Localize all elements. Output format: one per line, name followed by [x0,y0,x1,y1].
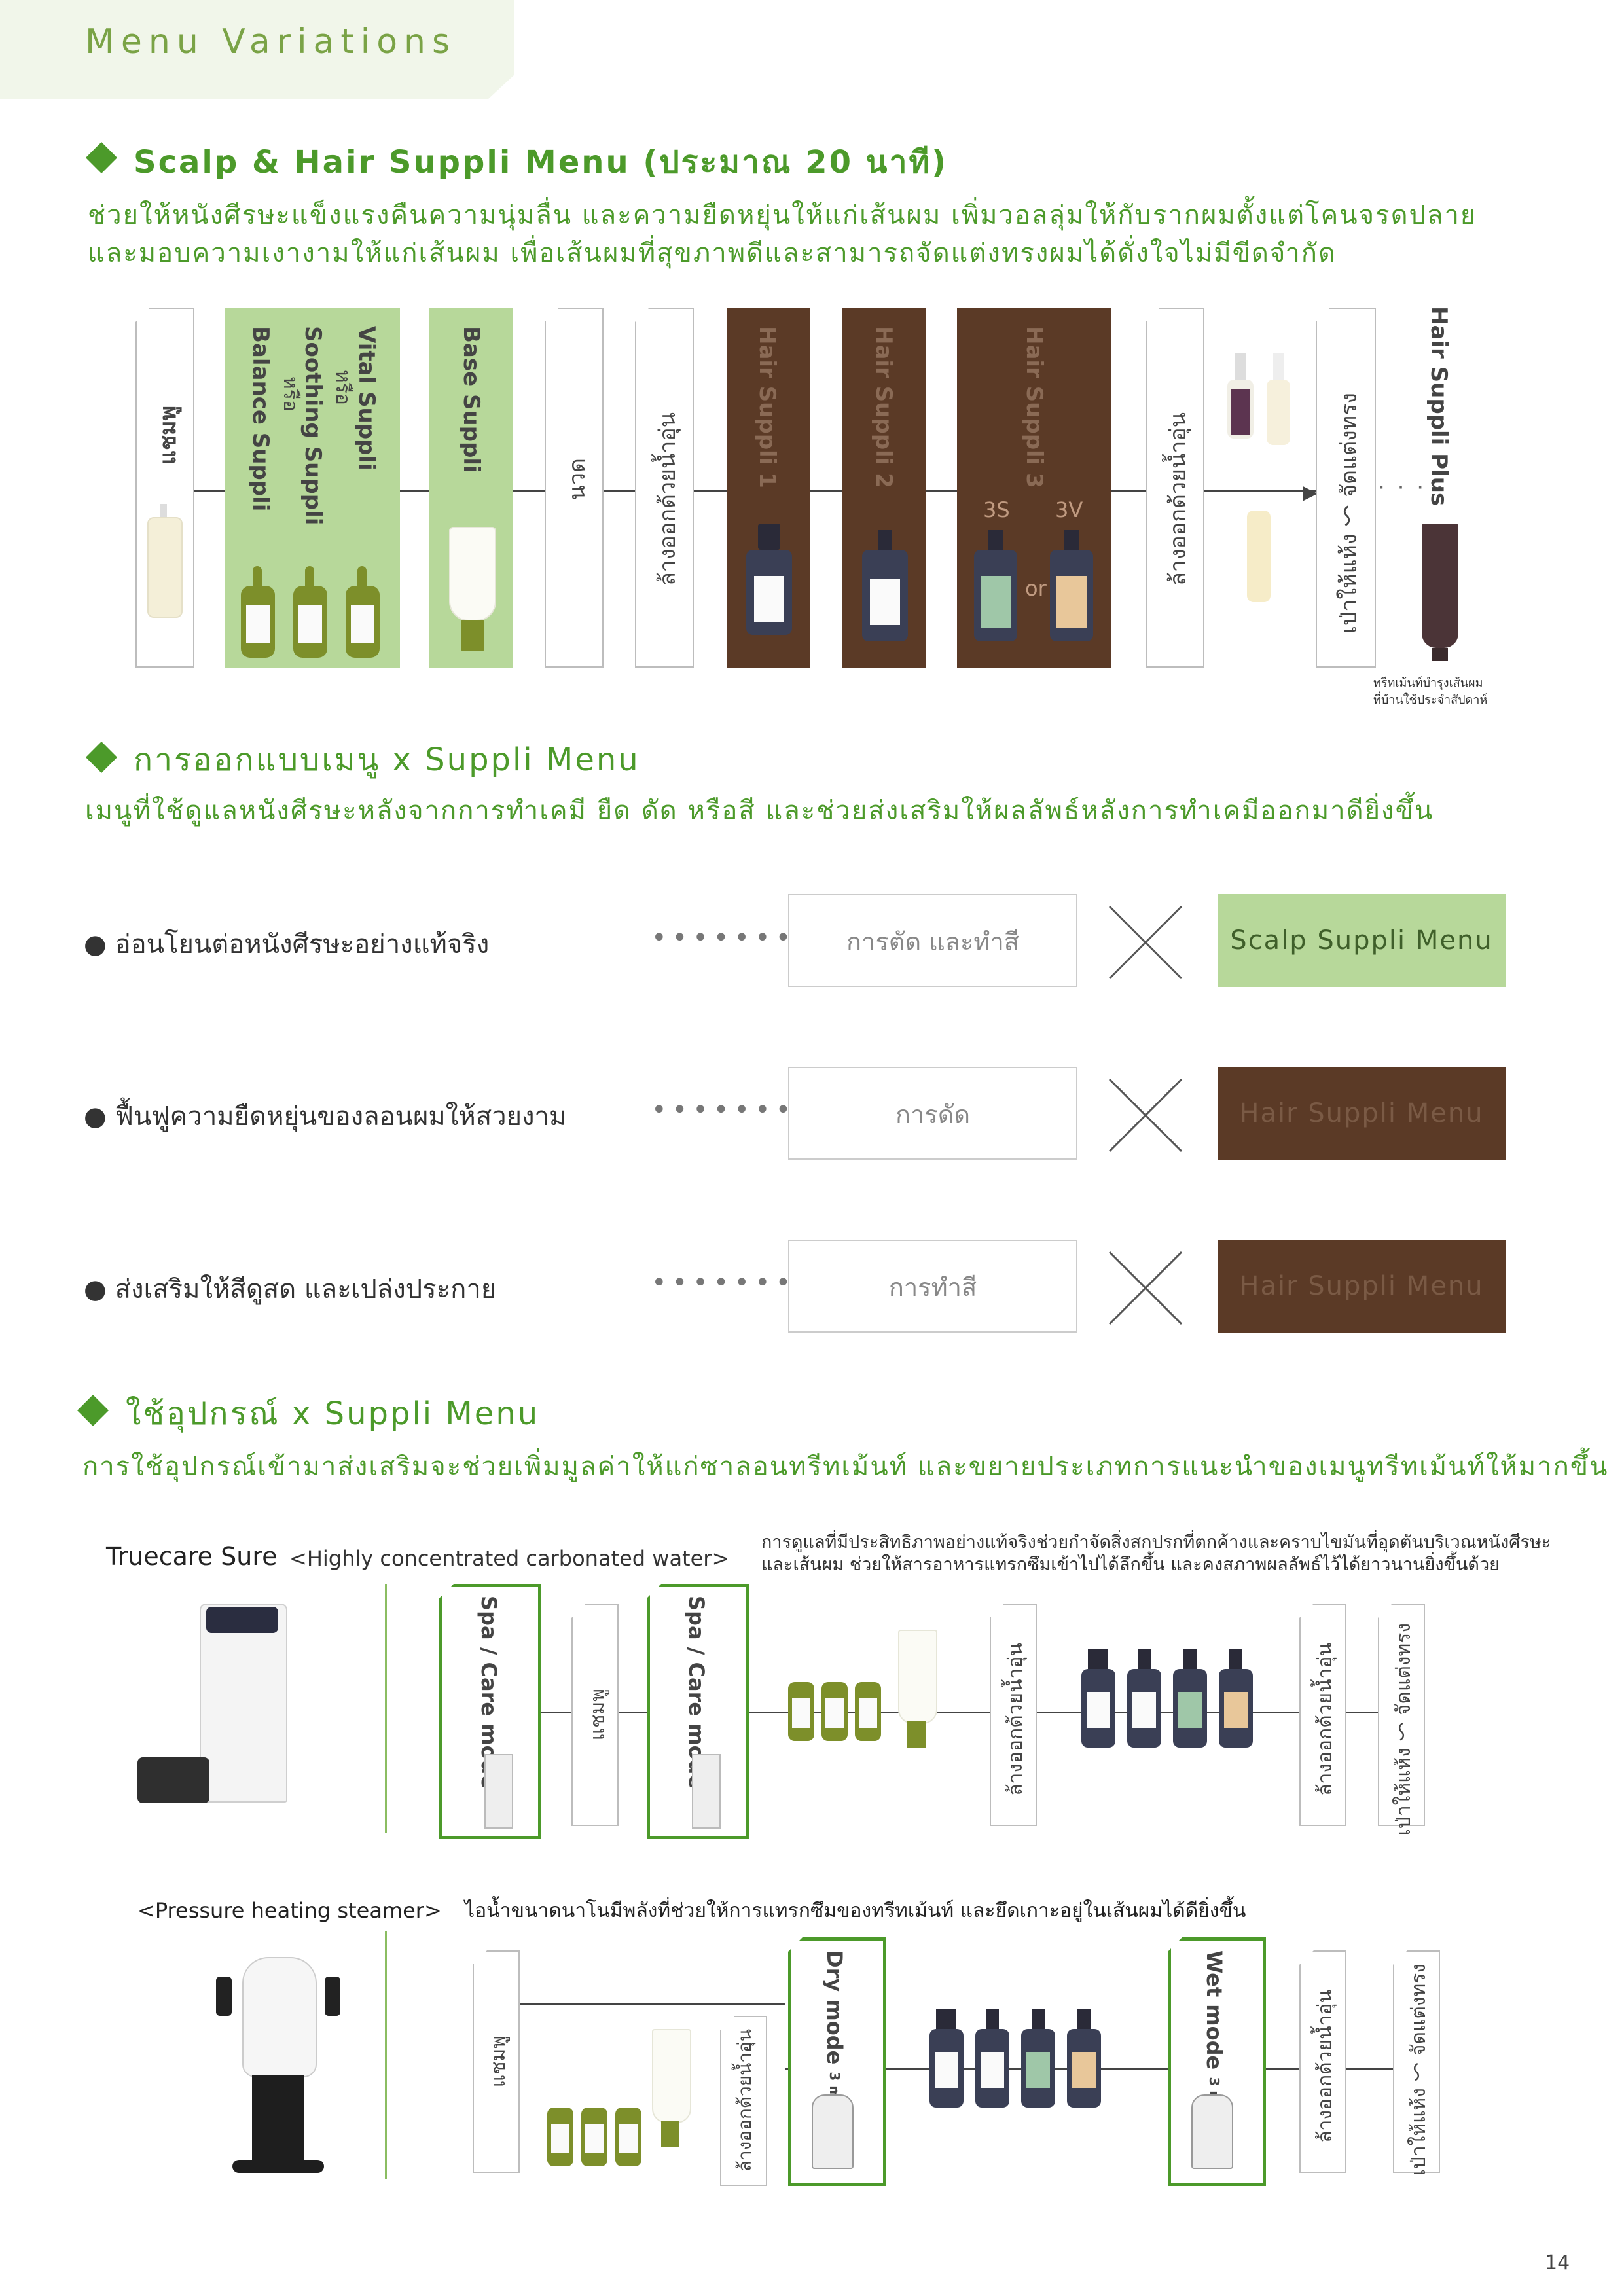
row2-bullet-text: ฟื้นฟูความยืดหยุ่นของลอนผมให้สวยงาม [115,1102,567,1132]
truecare-name: Truecare Sure [106,1542,278,1571]
truecare-mini-icon [484,1754,513,1829]
step-rinse2-label: ล้างออกด้วยน้ำอุ่น [1165,412,1191,586]
step-dry [1316,308,1376,668]
multiply-icon [1108,905,1183,980]
steamer-stand [252,2075,304,2166]
plus-note-1: ทรีทเม้นท์บำรุงเส้นผม [1373,676,1483,690]
step-dry-label: เป่าให้แห้ง ～ จัดแต่งทรง [1336,393,1362,634]
steamer-rinse1-label: ล้างออกด้วยน้ำอุ่น [734,2029,755,2172]
steamer-shampoo-label: แชมพู [487,2036,510,2088]
truecare-sub: <Highly concentrated carbonated water> [289,1546,730,1571]
steamer-arm-left [216,1977,232,2016]
steamer-dry-label: เป่าให้แห้ง ～ จัดแต่งทรง [1407,1964,1430,2176]
steamer-mini-icon [1191,2094,1233,2169]
section2-title: การออกแบบเมนู x Suppli Menu [134,742,640,778]
truecare-rinse1-label: ล้างออกด้วยน้ำอุ่น [1004,1643,1027,1796]
multiply-icon [1108,1251,1183,1325]
steamer-flow-line-top [497,2003,785,2005]
steamer-base [232,2160,324,2173]
divider-line [385,1584,387,1833]
row2-dots: ••••••• [651,1095,797,1125]
truecare-rinse2-card [1299,1604,1346,1826]
diamond-icon [85,141,118,174]
section1-desc-line1: ช่วยให้หนังศีรษะแข็งแรงคืนความนุ่มลื่น แ… [88,200,1477,230]
row2-bullet: ● ฟื้นฟูความยืดหยุ่นของลอนผมให้สวยงาม [84,1102,567,1132]
label-3v: 3V [1055,497,1083,522]
dots-icon: · · · · [1378,475,1446,501]
truecare-shampoo-label: แชมพู [586,1689,609,1741]
row1-dots: ••••••• [651,923,797,953]
row1-bullet-text: อ่อนโยนต่อหนังศีรษะอย่างแท้จริง [115,929,490,960]
multiply-icon [1108,1078,1183,1153]
step-vital-label: Vital Suppli [353,326,380,471]
plus-note-2: ที่บ้านใช้ประจำสัปดาห์ [1373,693,1488,707]
truecare-rinse2-label: ล้างออกด้วยน้ำอุ่น [1314,1643,1337,1796]
page-number: 14 [1545,2251,1570,2274]
step-base-label: Base Suppli [458,326,484,473]
row3-bullet-text: ส่งเสริมให้สีดูสด และเปล่งประกาย [115,1274,497,1304]
truecare-machine-top [206,1607,278,1633]
step-or1-label: หรือ [331,370,354,405]
row2-service: การดัด [788,1067,1077,1160]
divider-line [385,1931,387,2179]
row3-menu: Hair Suppli Menu [1218,1240,1506,1333]
header-tab [0,0,514,99]
section1-desc-line2: และมอบความเงางามให้แก่เส้นผม เพื่อเส้นผม… [88,238,1337,268]
foot-pedal-image [137,1757,209,1803]
truecare-machine-image [200,1604,287,1803]
steamer-note: ไอน้ำขนาดนาโนมีพลังที่ช่วยให้การแทรกซึมข… [465,1899,1246,1922]
row1-menu: Scalp Suppli Menu [1218,894,1506,987]
steamer-arm-right [325,1977,340,2016]
truecare-note-2: และเส้นผม ช่วยให้สารอาหารแทรกซึมเข้าไปได… [761,1554,1500,1575]
steamer-image [242,1957,317,2077]
row1-bullet: ● อ่อนโยนต่อหนังศีรษะอย่างแท้จริง [84,929,490,960]
steamer-rinse1-card [720,2016,767,2186]
step-plus-label: Hair Suppli Plus [1426,306,1452,507]
row3-dots: ••••••• [651,1268,797,1298]
step-hair3-label: Hair Suppli 3 [1021,326,1047,488]
truecare-note-1: การดูแลที่มีประสิทธิภาพอย่างแท้จริงช่วยก… [761,1532,1551,1552]
page-title: Menu Variations [85,22,457,62]
diamond-icon [77,1394,109,1427]
step-rinse1 [635,308,694,668]
steamer-mini-icon [812,2094,854,2169]
section3-desc: การใช้อุปกรณ์เข้ามาส่งเสริมจะช่วยเพิ่มมู… [82,1452,1609,1482]
steamer-dry-card [1393,1950,1440,2173]
section1-title: Scalp & Hair Suppli Menu (ประมาณ 20 นาที… [134,144,948,181]
label-or: or [1025,576,1047,601]
step-soothing-label: Soothing Suppli [300,326,326,526]
truecare-rinse1-card [990,1604,1037,1826]
step-massage-label: นวด [564,458,590,501]
steamer-drymode-text: Dry mode [822,1950,847,2065]
steamer-shampoo-card [473,1950,520,2173]
step-hair1-label: Hair Suppli 1 [754,326,780,488]
section3-title: ใช้อุปกรณ์ x Suppli Menu [126,1395,540,1432]
label-3s: 3S [983,497,1010,522]
diamond-icon [85,741,118,774]
step-rinse1-label: ล้างออกด้วยน้ำอุ่น [655,412,681,586]
arrow-right-icon: ▶ [1303,481,1318,504]
section2-desc: เมนูที่ใช้ดูแลหนังศีรษะหลังจากการทำเคมี … [85,796,1434,826]
truecare-shampoo-card [571,1604,619,1826]
step-shampoo-label: แชมพู [155,406,181,465]
steamer-drymode-label: Dry mode 3 min. [822,1950,847,2118]
steamer-name: <Pressure heating steamer> [137,1898,442,1923]
row3-bullet: ● ส่งเสริมให้สีดูสด และเปล่งประกาย [84,1274,497,1304]
step-balance-label: Balance Suppli [247,326,274,512]
step-massage [545,308,604,668]
truecare-dry-label: เป่าให้แห้ง ～ จัดแต่งทรง [1392,1623,1415,1836]
truecare-mini-icon [692,1754,721,1829]
row2-menu: Hair Suppli Menu [1218,1067,1506,1160]
steamer-rinse2-label: ล้างออกด้วยน้ำอุ่น [1314,1990,1337,2143]
step-or2-label: หรือ [279,376,302,412]
steamer-rinse2-card [1299,1950,1346,2173]
truecare-dry-card [1378,1604,1425,1826]
step-rinse2 [1146,308,1204,668]
step-hair2-label: Hair Suppli 2 [871,326,897,488]
row1-service: การตัด และทำสี [788,894,1077,987]
steamer-wetmode-text: Wet mode [1202,1950,1227,2070]
row3-service: การทำสี [788,1240,1077,1333]
